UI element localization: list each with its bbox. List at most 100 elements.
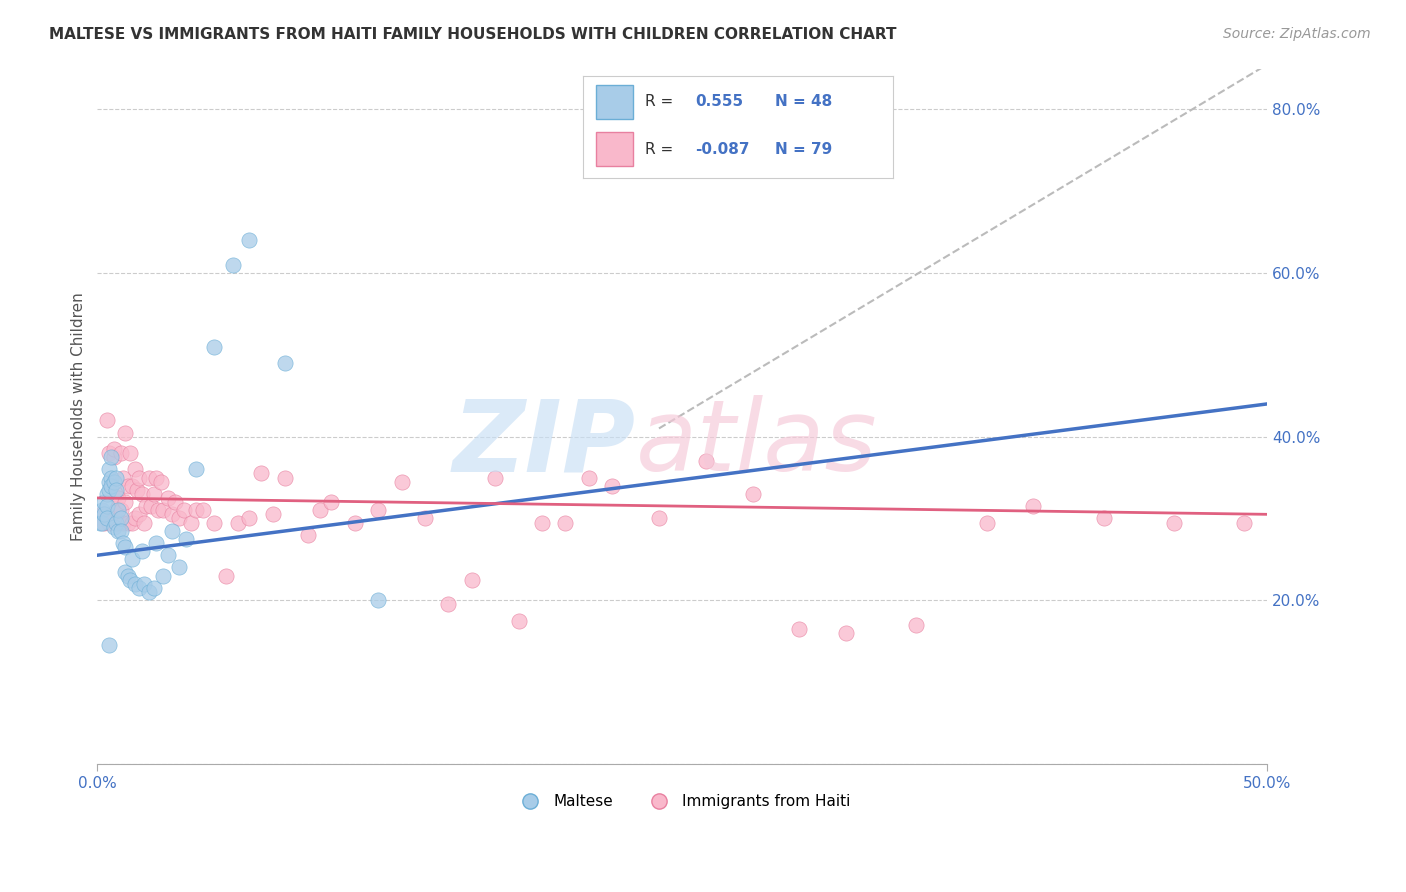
Point (184, 503, 207, 517)
Text: -0.087: -0.087 (695, 142, 749, 157)
Point (250, 467, 273, 481)
Point (152, 503, 174, 517)
Point (131, 487, 153, 501)
Point (103, 475, 125, 489)
Point (96, 499, 118, 513)
Point (1163, 516, 1185, 530)
Point (167, 511, 190, 525)
Point (160, 524, 183, 538)
Point (578, 470, 600, 484)
Point (148, 503, 170, 517)
Point (600, 479, 623, 493)
Point (142, 581, 165, 595)
Point (110, 511, 132, 525)
Point (145, 470, 167, 484)
Text: R =: R = (645, 95, 673, 110)
Point (98, 638, 121, 652)
Point (96, 511, 118, 525)
Point (131, 544, 153, 558)
Text: atlas: atlas (636, 395, 877, 492)
Point (124, 511, 146, 525)
Point (103, 442, 125, 456)
Point (145, 536, 167, 550)
Point (107, 491, 129, 505)
Point (117, 516, 139, 530)
Point (262, 508, 284, 522)
Point (184, 462, 207, 476)
Point (117, 568, 139, 582)
Point (976, 516, 998, 530)
Text: Source: ZipAtlas.com: Source: ZipAtlas.com (1223, 27, 1371, 41)
Point (107, 524, 129, 538)
Point (114, 540, 136, 554)
Point (110, 524, 132, 538)
Point (91, 508, 114, 522)
Point (98, 475, 121, 489)
Point (98, 483, 121, 497)
Point (149, 475, 172, 489)
Point (163, 495, 186, 509)
Point (93, 516, 115, 530)
Point (554, 516, 576, 530)
Text: N = 79: N = 79 (775, 142, 832, 157)
Point (114, 565, 136, 579)
Point (461, 573, 484, 587)
Point (110, 503, 132, 517)
Point (103, 519, 125, 533)
Point (391, 475, 413, 489)
Point (297, 528, 319, 542)
Point (191, 503, 214, 517)
Point (105, 487, 128, 501)
Point (1233, 516, 1256, 530)
Point (437, 597, 460, 611)
Point (238, 511, 260, 525)
Point (120, 446, 142, 460)
FancyBboxPatch shape (596, 85, 633, 119)
Text: MALTESE VS IMMIGRANTS FROM HAITI FAMILY HOUSEHOLDS WITH CHILDREN CORRELATION CHA: MALTESE VS IMMIGRANTS FROM HAITI FAMILY … (49, 27, 897, 42)
Point (905, 617, 928, 632)
Point (174, 532, 197, 546)
Point (120, 573, 142, 587)
Point (107, 503, 129, 517)
Point (100, 450, 122, 464)
Point (202, 516, 225, 530)
Point (121, 552, 143, 566)
Point (114, 495, 136, 509)
Point (105, 503, 128, 517)
Point (134, 516, 156, 530)
Point (789, 622, 811, 636)
Point (138, 585, 160, 599)
Point (413, 511, 436, 525)
Point (96, 487, 118, 501)
Point (121, 479, 143, 493)
Point (160, 508, 183, 522)
Point (107, 516, 129, 530)
Point (367, 503, 389, 517)
Point (100, 511, 122, 525)
Point (180, 516, 202, 530)
Point (127, 483, 149, 497)
Text: ZIP: ZIP (453, 395, 636, 492)
Point (134, 577, 156, 591)
Point (98, 446, 121, 460)
Point (138, 470, 160, 484)
Point (156, 548, 179, 562)
Point (89, 516, 111, 530)
Text: N = 48: N = 48 (775, 95, 832, 110)
Point (648, 511, 671, 525)
Point (98, 516, 121, 530)
Text: R =: R = (645, 142, 673, 157)
Point (105, 470, 128, 484)
Point (741, 487, 763, 501)
Point (112, 516, 135, 530)
Point (308, 503, 330, 517)
Point (321, 495, 343, 509)
Point (367, 593, 389, 607)
Point (112, 536, 135, 550)
Point (124, 462, 146, 476)
Point (114, 425, 136, 440)
Point (112, 470, 135, 484)
Point (226, 516, 249, 530)
Point (117, 479, 139, 493)
Point (273, 356, 295, 370)
